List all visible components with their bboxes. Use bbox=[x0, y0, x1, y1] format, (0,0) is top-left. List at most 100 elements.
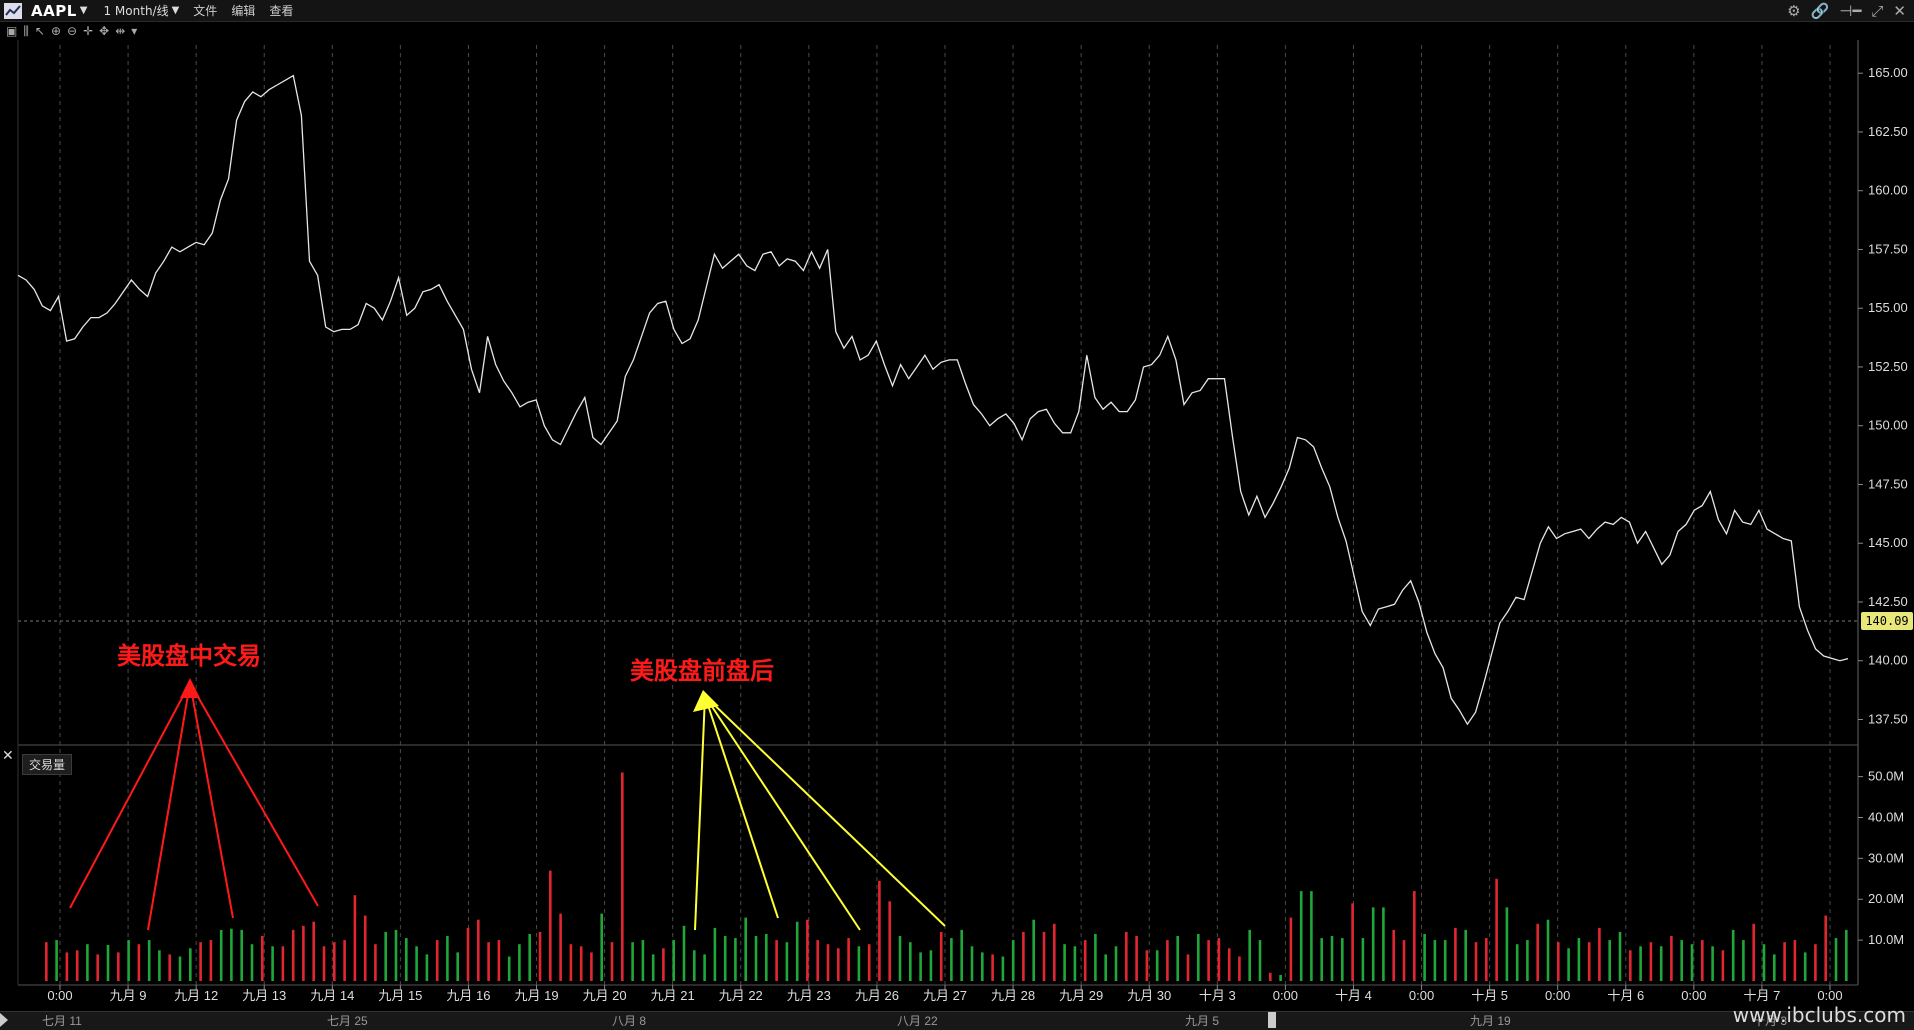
volume-bar bbox=[538, 931, 542, 981]
volume-bar bbox=[826, 944, 830, 981]
pointer-icon[interactable]: ↖ bbox=[34, 24, 45, 38]
bar-type-icon[interactable]: ▣ bbox=[6, 24, 18, 38]
pan-icon[interactable]: ✥ bbox=[99, 24, 110, 38]
volume-bar bbox=[1587, 942, 1591, 981]
menu-view[interactable]: 查看 bbox=[269, 4, 294, 18]
volume-bar bbox=[693, 950, 696, 981]
volume-bar bbox=[250, 944, 254, 981]
period-dropdown-icon[interactable]: ▼ bbox=[171, 5, 180, 16]
volume-bar bbox=[1114, 946, 1118, 981]
volume-bar bbox=[559, 913, 562, 981]
volume-bar bbox=[1238, 956, 1241, 981]
price-tick-label: 155.00 bbox=[1868, 300, 1908, 315]
menu-file[interactable]: 文件 bbox=[193, 4, 218, 18]
volume-bar bbox=[621, 772, 624, 981]
volume-bar bbox=[343, 940, 346, 981]
annotation-arrow-yellow bbox=[704, 695, 861, 931]
volume-bar bbox=[590, 952, 593, 981]
volume-bar bbox=[240, 929, 243, 981]
volume-bar bbox=[1546, 919, 1550, 981]
toolbar-dropdown-icon[interactable]: ▾ bbox=[131, 24, 138, 38]
time-tick-label: 0:00 bbox=[1817, 988, 1842, 1003]
volume-bar bbox=[1701, 940, 1704, 981]
volume-bars bbox=[45, 772, 1848, 981]
close-icon[interactable]: ✕ bbox=[1893, 1, 1906, 20]
volume-bar bbox=[888, 901, 891, 981]
volume-bar bbox=[662, 948, 665, 981]
zoom-out-icon[interactable]: ⊖ bbox=[67, 24, 78, 38]
period-selector[interactable]: 1 Month/线 bbox=[103, 4, 169, 18]
indicator-icon[interactable]: ⫼ bbox=[23, 24, 29, 38]
volume-bar bbox=[1423, 934, 1426, 981]
volume-bar bbox=[1320, 938, 1323, 981]
volume-bar bbox=[682, 925, 686, 981]
volume-bar bbox=[1526, 940, 1529, 981]
title-bar: AAPL ▼ 1 Month/线 ▼ 文件 编辑 查看 ⚙ 🔗 ⊣━ ⤢ ✕ bbox=[0, 0, 1914, 22]
volume-bar bbox=[1176, 936, 1179, 981]
volume-bar bbox=[96, 954, 99, 981]
volume-bar bbox=[651, 954, 655, 981]
volume-bar bbox=[950, 938, 953, 981]
window-controls: ⚙ 🔗 ⊣━ ⤢ ✕ bbox=[1787, 0, 1914, 21]
volume-bar bbox=[549, 870, 552, 981]
move-icon[interactable]: ⇹ bbox=[115, 24, 126, 38]
volume-axis: 50.0M 40.0M 30.0M 20.0M 10.0M bbox=[1858, 769, 1904, 947]
volume-bar bbox=[1073, 946, 1077, 981]
volume-bar bbox=[713, 927, 717, 981]
restore-icon[interactable]: ⤢ bbox=[1871, 1, 1884, 20]
time-navigator[interactable] bbox=[0, 1011, 1914, 1030]
annotation-arrow-yellow bbox=[694, 695, 706, 931]
navigator-overlay[interactable]: 七月 11 七月 25 八月 8 八月 22 九月 5 九月 19 十月 3 bbox=[0, 1011, 1914, 1029]
volume-bar bbox=[847, 938, 850, 981]
volume-bar bbox=[435, 940, 439, 981]
volume-bar bbox=[518, 944, 521, 981]
symbol-dropdown-icon[interactable]: ▼ bbox=[79, 5, 88, 16]
time-tick-label: 十月 3 bbox=[1199, 988, 1236, 1003]
price-tick-label: 162.50 bbox=[1868, 124, 1908, 139]
navigator-label: 七月 25 bbox=[327, 1014, 368, 1028]
volume-bar bbox=[374, 944, 377, 981]
volume-bar bbox=[189, 948, 192, 981]
volume-bar bbox=[703, 954, 706, 981]
volume-bar bbox=[785, 942, 789, 981]
volume-bar bbox=[919, 952, 922, 981]
volume-bar bbox=[291, 929, 295, 981]
volume-bar bbox=[1217, 938, 1221, 981]
annotation-arrow-yellow bbox=[704, 695, 779, 919]
volume-bar bbox=[1485, 938, 1488, 981]
time-tick-label: 九月 26 bbox=[855, 988, 899, 1003]
volume-bar bbox=[302, 925, 305, 981]
time-tick-label: 0:00 bbox=[47, 988, 72, 1003]
crosshair-icon[interactable]: ✛ bbox=[83, 24, 94, 38]
menu-edit[interactable]: 编辑 bbox=[231, 4, 256, 18]
zoom-in-icon[interactable]: ⊕ bbox=[50, 24, 61, 38]
volume-bar bbox=[1371, 907, 1375, 981]
volume-bar bbox=[775, 940, 778, 981]
volume-bar bbox=[199, 942, 202, 981]
volume-bar bbox=[878, 880, 881, 981]
navigator-label: 十月 3 bbox=[1753, 1014, 1787, 1028]
volume-bar bbox=[363, 915, 367, 981]
volume-bar bbox=[1577, 938, 1581, 981]
volume-bar bbox=[456, 952, 459, 981]
volume-bar bbox=[672, 940, 675, 981]
time-tick-label: 九月 23 bbox=[787, 988, 831, 1003]
pin-icon[interactable]: ⊣━ bbox=[1839, 1, 1862, 20]
volume-bar bbox=[569, 944, 573, 981]
volume-bar bbox=[898, 936, 902, 981]
price-axis: 165.00 162.50 160.00 157.50 155.00 152.50 150.… bbox=[1858, 65, 1908, 726]
volume-bar bbox=[528, 934, 531, 981]
volume-panel-label: 交易量 bbox=[22, 754, 73, 775]
volume-bar bbox=[1454, 927, 1457, 981]
nav-left-arrow-icon bbox=[0, 1013, 8, 1027]
link-icon[interactable]: 🔗 bbox=[1810, 1, 1830, 20]
close-panel-icon[interactable]: ✕ bbox=[2, 748, 14, 764]
settings-icon[interactable]: ⚙ bbox=[1787, 1, 1801, 20]
volume-bar bbox=[466, 927, 470, 981]
volume-bar bbox=[1104, 954, 1107, 981]
symbol-label[interactable]: AAPL bbox=[31, 1, 77, 20]
volume-bar bbox=[1834, 938, 1838, 981]
volume-bar bbox=[991, 954, 994, 981]
volume-bar bbox=[117, 952, 120, 981]
